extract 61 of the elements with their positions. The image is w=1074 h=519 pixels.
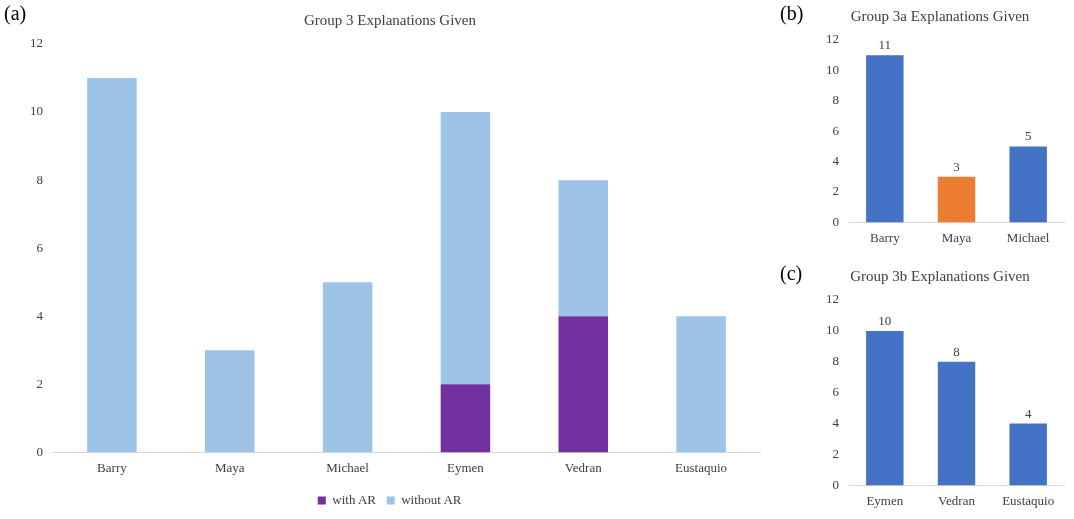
y-tick-label: 6: [832, 122, 840, 138]
bar: [440, 384, 491, 453]
y-tick-label: 10: [30, 103, 43, 119]
bar: [866, 330, 904, 486]
y-tick-label: 12: [30, 35, 43, 51]
y-tick-label: 10: [826, 61, 839, 77]
y-tick-label: 4: [832, 415, 840, 431]
data-label: 11: [878, 37, 892, 53]
y-tick-label: 0: [36, 443, 43, 459]
y-tick-label: 12: [826, 291, 839, 307]
y-tick-label: 6: [36, 239, 44, 255]
y-tick-label: 8: [832, 92, 839, 108]
bar: [205, 350, 255, 453]
bar: [440, 112, 491, 385]
y-tick-label: 8: [832, 353, 839, 369]
x-tick-label: Maya: [214, 459, 245, 475]
bar: [937, 361, 976, 486]
bar: [676, 316, 726, 453]
bar: [87, 78, 137, 453]
y-tick-label: 0: [832, 213, 839, 229]
chart-title: Group 3b Explanations Given: [850, 267, 1031, 284]
chart-title: Group 3 Explanations Given: [303, 11, 477, 28]
y-tick-label: 10: [826, 322, 839, 338]
data-label: 4: [1024, 405, 1032, 421]
y-tick-label: 2: [832, 183, 839, 199]
y-tick-label: 6: [832, 384, 840, 400]
data-label: 10: [878, 312, 892, 328]
x-tick-label: Michael: [1006, 229, 1050, 245]
legend-label: without AR: [401, 491, 462, 507]
text: (c): [780, 262, 803, 285]
bar: [558, 316, 608, 453]
text: (b): [780, 2, 804, 25]
bar: [1009, 423, 1047, 486]
x-tick-label: Barry: [870, 229, 901, 245]
data-label: 8: [953, 343, 960, 359]
legend-label: with AR: [332, 491, 377, 507]
y-tick-label: 2: [832, 445, 839, 461]
y-tick-label: 8: [36, 171, 43, 187]
text: (a): [4, 2, 27, 25]
y-tick-label: 0: [832, 476, 839, 492]
x-tick-label: Barry: [97, 459, 128, 475]
data-label: 3: [953, 158, 960, 174]
x-tick-label: Michael: [326, 459, 370, 475]
bar: [558, 180, 608, 317]
x-tick-label: Maya: [941, 229, 972, 245]
y-tick-label: 4: [832, 153, 840, 169]
x-tick-label: Eymen: [447, 459, 485, 475]
x-tick-label: Eymen: [866, 492, 904, 508]
bar: [322, 282, 373, 453]
x-tick-label: Vedran: [564, 459, 603, 475]
y-tick-label: 4: [36, 307, 44, 323]
bar: [866, 55, 904, 223]
x-tick-label: Eustaquio: [675, 459, 728, 475]
y-tick-label: 2: [36, 375, 43, 391]
chart-title: Group 3a Explanations Given: [850, 7, 1030, 24]
y-tick-label: 12: [826, 31, 839, 47]
x-tick-label: Vedran: [938, 492, 976, 508]
bar: [937, 176, 976, 223]
bar: [1009, 146, 1047, 223]
data-label: 5: [1024, 128, 1032, 144]
x-tick-label: Eustaquio: [1002, 492, 1055, 508]
